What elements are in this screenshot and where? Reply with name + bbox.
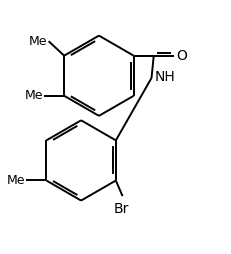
Text: O: O [176, 49, 187, 63]
Text: Me: Me [24, 89, 43, 102]
Text: Me: Me [7, 174, 25, 187]
Text: NH: NH [155, 70, 176, 84]
Text: Br: Br [114, 202, 129, 216]
Text: Me: Me [29, 35, 48, 48]
